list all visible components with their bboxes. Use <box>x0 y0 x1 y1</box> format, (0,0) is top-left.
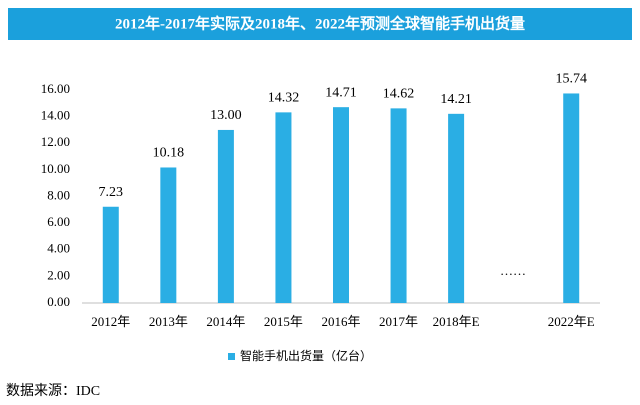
y-tick-label: 2.00 <box>47 267 70 282</box>
data-label: 14.21 <box>440 92 472 107</box>
x-tick-label: 2015年 <box>264 314 303 329</box>
x-tick-label: 2018年E <box>433 314 480 329</box>
legend-swatch <box>228 353 235 360</box>
y-tick-label: 10.00 <box>41 161 70 176</box>
annotation: …… <box>500 263 526 278</box>
source: 数据来源：IDC <box>6 383 100 399</box>
data-label: 14.32 <box>268 91 300 106</box>
legend-label: 智能手机出货量（亿台） <box>240 348 372 363</box>
y-tick-label: 6.00 <box>47 214 70 229</box>
x-tick-label: 2012年 <box>91 314 130 329</box>
title-banner <box>8 8 632 40</box>
bar <box>217 129 234 303</box>
data-label: 7.23 <box>99 185 124 200</box>
data-label: 13.00 <box>210 108 242 123</box>
chart-title: 2012年-2017年实际及2018年、2022年预测全球智能手机出货量 <box>115 14 525 32</box>
x-tick-label: 2017年 <box>379 314 418 329</box>
bar <box>333 107 349 303</box>
y-tick-label: 4.00 <box>47 241 70 256</box>
x-tick-label: 2022年E <box>548 314 595 329</box>
x-tick-label: 2016年 <box>321 314 360 329</box>
x-tick-label: 2013年 <box>149 314 188 329</box>
y-tick-label: 12.00 <box>41 134 70 149</box>
bar <box>448 113 465 303</box>
data-label: 14.62 <box>383 87 415 102</box>
data-label: 10.18 <box>153 146 185 161</box>
y-tick-label: 0.00 <box>47 294 70 309</box>
y-tick-label: 14.00 <box>41 108 70 123</box>
bar <box>390 108 407 303</box>
y-tick-label: 16.00 <box>41 81 70 96</box>
bar <box>563 93 580 304</box>
bar <box>275 112 292 304</box>
y-tick-label: 8.00 <box>47 187 70 202</box>
bar <box>160 167 177 303</box>
x-tick-label: 2014年 <box>206 314 245 329</box>
data-label: 15.74 <box>555 72 587 87</box>
data-label: 14.71 <box>325 85 357 100</box>
bar <box>102 206 119 303</box>
